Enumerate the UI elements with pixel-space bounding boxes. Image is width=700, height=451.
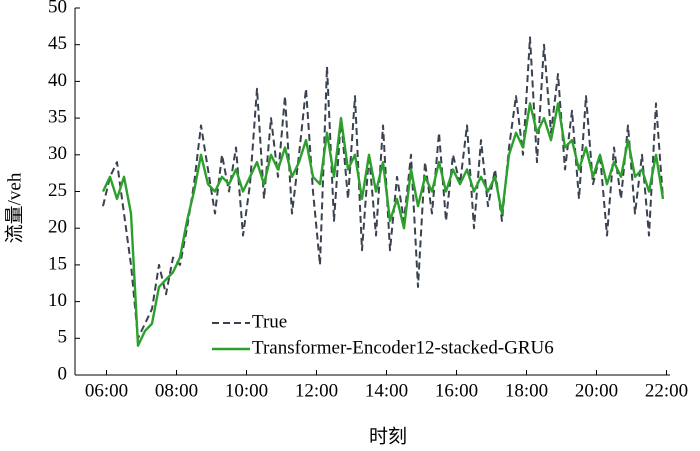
data-line xyxy=(102,36,664,340)
y-tick-label: 35 xyxy=(48,106,67,127)
x-tick-label: 16:00 xyxy=(435,380,478,401)
y-axis-label: 流量/veh xyxy=(3,172,25,243)
x-tick-label: 06:00 xyxy=(85,380,128,401)
x-tick-label: 12:00 xyxy=(295,380,338,401)
x-tick-label: 20:00 xyxy=(575,380,618,401)
x-tick-label: 14:00 xyxy=(365,380,408,401)
x-tick-label: 10:00 xyxy=(225,380,268,401)
y-tick-label: 15 xyxy=(48,253,67,274)
y-tick-label: 40 xyxy=(48,70,67,91)
y-tick-label: 45 xyxy=(48,33,67,54)
x-tick-label: 18:00 xyxy=(505,380,548,401)
x-axis-label: 时刻 xyxy=(369,425,407,447)
y-tick-label: 10 xyxy=(48,290,67,311)
y-tick-label: 5 xyxy=(58,327,68,348)
y-tick-label: 30 xyxy=(48,143,67,164)
data-line xyxy=(101,102,665,347)
y-tick-label: 0 xyxy=(58,363,68,384)
x-tick-label: 22:00 xyxy=(645,380,688,401)
legend-label: True xyxy=(252,311,287,332)
x-tick-label: 08:00 xyxy=(155,380,198,401)
y-tick-label: 50 xyxy=(48,0,67,17)
y-tick-label: 25 xyxy=(48,180,67,201)
y-tick-label: 20 xyxy=(48,217,67,238)
legend-label: Transformer-Encoder12-stacked-GRU6 xyxy=(252,337,554,358)
